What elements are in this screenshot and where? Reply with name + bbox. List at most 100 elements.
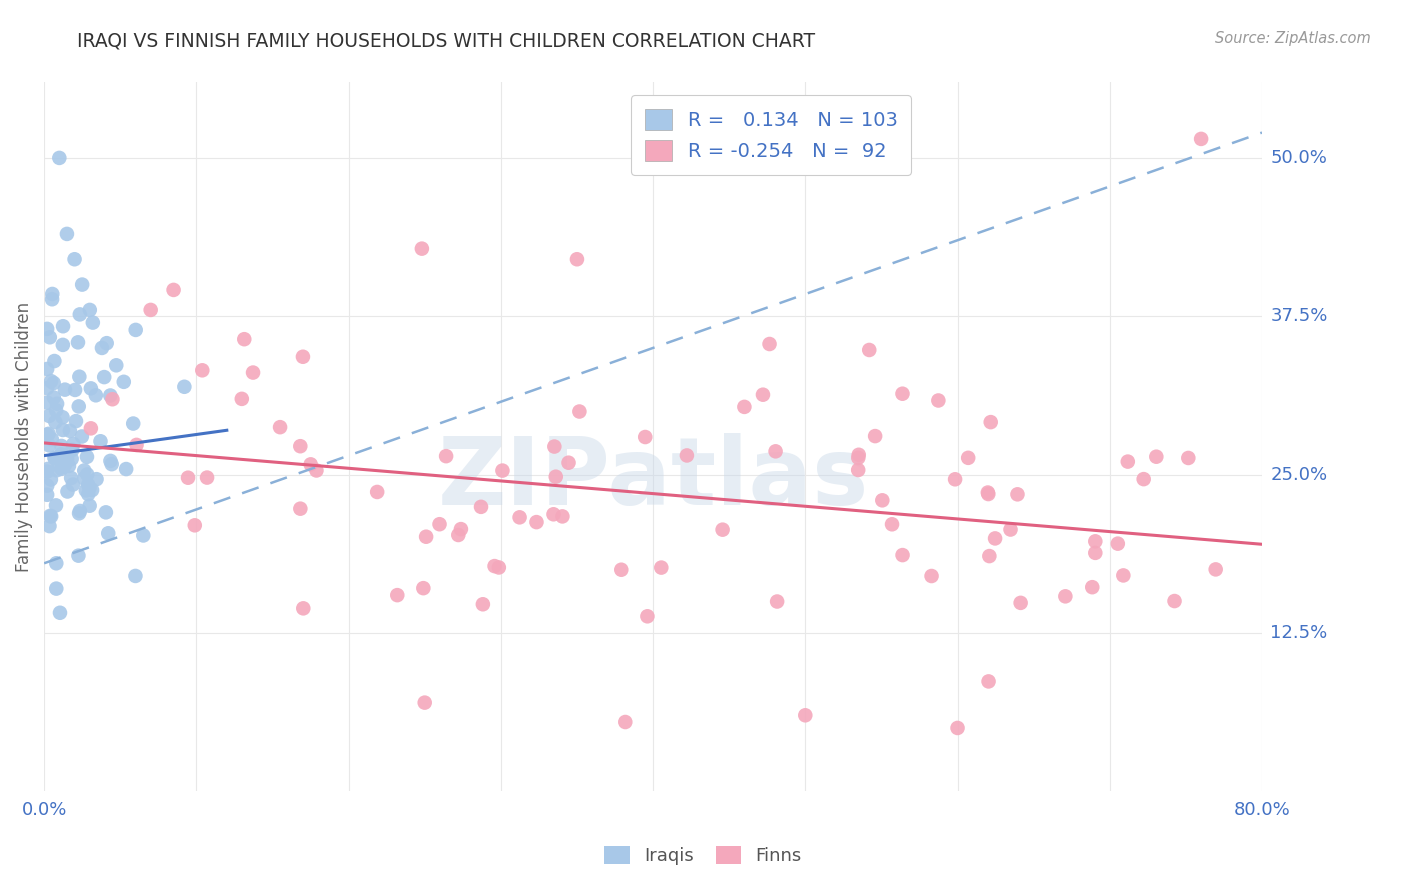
Point xyxy=(37,395,59,409)
Text: 37.5%: 37.5% xyxy=(1271,307,1327,326)
Point xyxy=(872,493,894,508)
Point xyxy=(711,523,734,537)
Point xyxy=(48,151,70,165)
Point xyxy=(79,302,101,317)
Point xyxy=(80,483,103,497)
Point xyxy=(794,708,817,723)
Point xyxy=(848,448,870,462)
Point xyxy=(846,450,869,465)
Point xyxy=(1132,472,1154,486)
Point xyxy=(37,465,59,479)
Point xyxy=(63,252,86,267)
Text: ZIPatlas: ZIPatlas xyxy=(437,434,869,525)
Point xyxy=(45,582,67,596)
Point xyxy=(52,449,75,463)
Point xyxy=(63,383,86,397)
Point xyxy=(112,375,135,389)
Point xyxy=(60,442,83,457)
Point xyxy=(943,472,966,486)
Point xyxy=(46,397,69,411)
Point xyxy=(56,451,79,466)
Point xyxy=(51,462,73,476)
Point xyxy=(614,714,637,729)
Point xyxy=(37,462,59,476)
Point xyxy=(53,456,76,470)
Point xyxy=(39,509,62,524)
Point xyxy=(76,450,98,464)
Text: 12.5%: 12.5% xyxy=(1271,624,1327,642)
Point xyxy=(977,485,1000,500)
Point xyxy=(634,430,657,444)
Point xyxy=(125,438,148,452)
Point xyxy=(51,410,73,425)
Point xyxy=(292,601,315,615)
Point xyxy=(450,522,472,536)
Point xyxy=(53,458,76,472)
Point xyxy=(470,500,492,514)
Point xyxy=(758,337,780,351)
Point xyxy=(132,528,155,542)
Point xyxy=(984,532,1007,546)
Point xyxy=(86,472,108,486)
Point xyxy=(97,526,120,541)
Point xyxy=(447,528,470,542)
Point xyxy=(37,427,59,442)
Point xyxy=(1177,450,1199,465)
Point xyxy=(56,484,79,499)
Point xyxy=(44,415,66,429)
Point xyxy=(162,283,184,297)
Point xyxy=(62,477,84,491)
Point xyxy=(37,322,59,336)
Point xyxy=(1144,450,1167,464)
Point xyxy=(177,471,200,485)
Point xyxy=(927,393,949,408)
Point xyxy=(863,429,886,443)
Y-axis label: Family Households with Children: Family Households with Children xyxy=(15,301,32,572)
Point xyxy=(957,450,980,465)
Point xyxy=(69,307,91,321)
Point xyxy=(299,458,322,472)
Point xyxy=(84,388,107,402)
Point xyxy=(93,370,115,384)
Point xyxy=(305,463,328,477)
Point xyxy=(415,530,437,544)
Point xyxy=(891,386,914,401)
Point xyxy=(56,227,79,241)
Point xyxy=(543,440,565,454)
Point xyxy=(765,444,787,458)
Point xyxy=(846,463,869,477)
Point xyxy=(67,400,90,414)
Point xyxy=(52,338,75,352)
Point xyxy=(1107,536,1129,550)
Point xyxy=(37,478,59,492)
Point xyxy=(101,392,124,407)
Point xyxy=(70,429,93,443)
Point xyxy=(610,563,633,577)
Point xyxy=(1084,546,1107,560)
Point xyxy=(413,696,436,710)
Point xyxy=(42,391,65,405)
Point xyxy=(184,518,207,533)
Point xyxy=(766,594,789,608)
Point xyxy=(38,330,60,344)
Point xyxy=(1116,454,1139,468)
Point xyxy=(1084,534,1107,549)
Point xyxy=(75,483,97,498)
Point xyxy=(412,581,434,595)
Point xyxy=(233,332,256,346)
Point xyxy=(565,252,588,267)
Point xyxy=(509,510,531,524)
Text: 50.0%: 50.0% xyxy=(1271,149,1327,167)
Point xyxy=(77,487,100,501)
Point xyxy=(1112,568,1135,582)
Point xyxy=(122,417,145,431)
Point xyxy=(60,471,83,485)
Point xyxy=(387,588,409,602)
Point xyxy=(980,415,1002,429)
Point xyxy=(49,606,72,620)
Point xyxy=(98,388,121,402)
Point xyxy=(39,508,62,523)
Point xyxy=(67,506,90,520)
Point xyxy=(411,242,433,256)
Point xyxy=(526,515,548,529)
